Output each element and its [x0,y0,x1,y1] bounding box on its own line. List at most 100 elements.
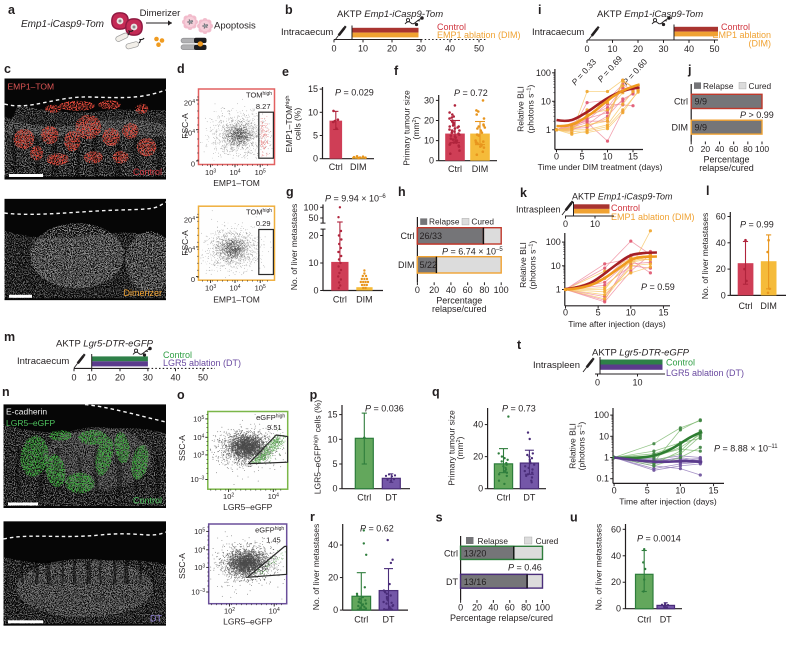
svg-text:40: 40 [446,285,456,295]
svg-text:10: 10 [541,96,551,106]
svg-text:0: 0 [595,378,600,388]
svg-text:Apoptosis: Apoptosis [214,21,256,32]
svg-text:relapse/cured: relapse/cured [699,163,754,173]
svg-text:105: 105 [255,168,266,177]
svg-text:104: 104 [194,545,205,554]
svg-text:60: 60 [611,524,621,534]
svg-text:103: 103 [205,168,216,177]
svg-text:Relapse: Relapse [703,81,734,91]
svg-text:SSC-A: SSC-A [177,435,187,461]
svg-text:1: 1 [546,125,551,135]
svg-text:P = 9.94 × 10–6: P = 9.94 × 10–6 [325,194,386,204]
svg-text:5: 5 [332,459,337,469]
svg-text:104: 104 [184,246,195,255]
svg-text:p: p [310,388,318,402]
svg-text:204: 204 [184,216,195,225]
svg-text:50: 50 [308,213,318,223]
svg-text:10: 10 [590,219,600,229]
svg-text:b: b [285,3,293,17]
svg-text:P = 0.59: P = 0.59 [641,282,675,292]
svg-text:0: 0 [554,152,559,162]
svg-text:Intracaecum: Intracaecum [17,356,69,367]
svg-text:AKTP Lgr5-DTR-eGFP: AKTP Lgr5-DTR-eGFP [592,348,690,359]
svg-text:DT: DT [385,493,397,503]
svg-text:Cured: Cured [471,217,494,227]
svg-text:u: u [570,511,578,525]
svg-text:LGR5–eGFP: LGR5–eGFP [6,418,55,428]
svg-text:Control: Control [437,22,466,32]
svg-text:40: 40 [684,44,694,54]
svg-text:10: 10 [632,378,642,388]
svg-text:10: 10 [308,258,318,268]
svg-text:10–3: 10–3 [191,588,205,597]
svg-text:80: 80 [521,603,531,613]
svg-text:40: 40 [716,238,726,248]
svg-text:10–3: 10–3 [190,475,204,484]
svg-text:AKTP Lgr5-DTR-eGFP: AKTP Lgr5-DTR-eGFP [56,339,154,350]
svg-text:9/9: 9/9 [695,123,708,133]
svg-text:DIM: DIM [760,301,777,311]
svg-text:104: 104 [229,168,240,177]
svg-text:Time after injection (days): Time after injection (days) [619,497,717,507]
svg-text:DIM: DIM [350,162,367,172]
svg-text:Intraspleen: Intraspleen [516,205,561,215]
svg-text:Percentage: Percentage [436,296,482,306]
svg-text:Intracaecum: Intracaecum [532,27,584,38]
svg-text:30: 30 [143,373,153,383]
svg-text:10: 10 [675,486,685,496]
svg-text:10: 10 [424,136,434,146]
svg-text:P = 0.036: P = 0.036 [365,404,404,414]
svg-text:104: 104 [229,284,240,293]
svg-text:(photons s–1): (photons s–1) [525,85,535,134]
svg-text:EMP1 ablation (DIM): EMP1 ablation (DIM) [611,212,695,222]
svg-text:15: 15 [709,486,719,496]
svg-text:Control: Control [163,350,192,360]
svg-text:10: 10 [599,431,609,441]
svg-text:104: 104 [193,433,204,442]
svg-text:cells (%): cells (%) [293,108,303,141]
svg-text:EMP1 ablation (DIM): EMP1 ablation (DIM) [437,30,521,40]
svg-text:100: 100 [536,68,551,78]
svg-text:100: 100 [303,202,318,212]
svg-text:50: 50 [474,44,484,54]
svg-text:60: 60 [716,212,726,222]
svg-text:103: 103 [193,450,204,459]
svg-text:DIM: DIM [472,164,489,174]
svg-text:e: e [282,65,289,79]
svg-text:EMP1–TOMhigh: EMP1–TOMhigh [284,95,294,152]
svg-text:SSC-A: SSC-A [177,553,187,579]
svg-text:100: 100 [546,237,561,247]
svg-text:1.45: 1.45 [266,536,281,545]
svg-text:Ctrl: Ctrl [497,493,511,503]
svg-text:0: 0 [478,484,483,494]
svg-text:Intracaecum: Intracaecum [281,27,333,38]
svg-text:Control: Control [611,203,640,213]
svg-text:102: 102 [224,607,235,616]
svg-text:Cured: Cured [536,536,559,546]
svg-text:5: 5 [313,131,318,141]
svg-text:0: 0 [429,156,434,166]
svg-text:Relapse: Relapse [478,536,509,546]
svg-text:LGR5–eGFP: LGR5–eGFP [223,617,272,627]
svg-text:10: 10 [87,373,97,383]
svg-text:40: 40 [328,540,338,550]
svg-text:0: 0 [313,286,318,296]
svg-text:10: 10 [607,44,617,54]
svg-text:50: 50 [198,373,208,383]
svg-text:20: 20 [308,231,318,241]
svg-text:103: 103 [205,284,216,293]
svg-text:20: 20 [472,603,482,613]
svg-text:5/22: 5/22 [420,260,438,270]
svg-text:15: 15 [308,84,318,94]
svg-text:9.51: 9.51 [267,423,282,432]
svg-text:AKTP Emp1-iCasp9-Tom: AKTP Emp1-iCasp9-Tom [572,192,673,202]
svg-text:Ctrl: Ctrl [401,231,415,241]
svg-text:P = 0.33: P = 0.33 [569,57,598,88]
svg-text:Ctrl: Ctrl [357,493,371,503]
svg-text:g: g [286,185,294,199]
svg-text:0: 0 [415,285,420,295]
svg-text:No. of liver metastases: No. of liver metastases [311,524,321,610]
svg-text:Relative BLI: Relative BLI [516,86,526,132]
svg-text:204: 204 [184,99,195,108]
svg-text:40: 40 [445,44,455,54]
